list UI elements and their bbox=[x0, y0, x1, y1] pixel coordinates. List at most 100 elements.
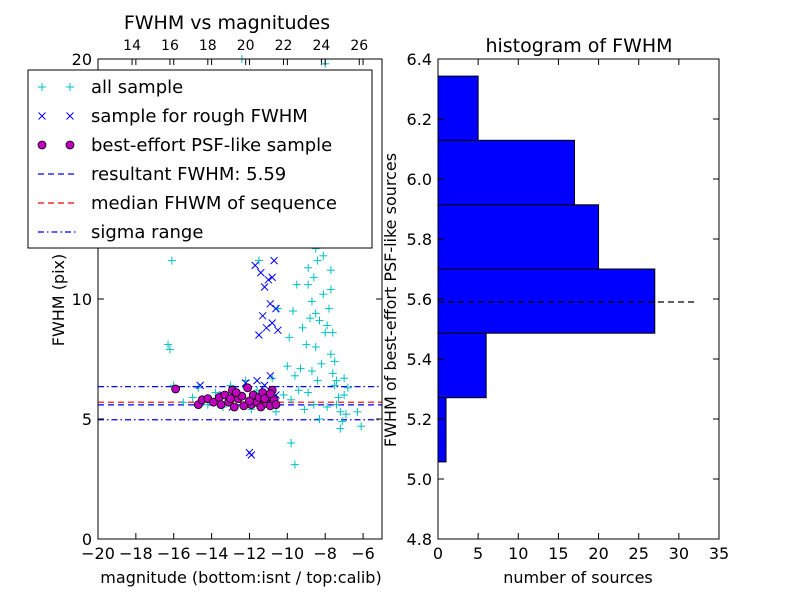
plus-point-19 bbox=[254, 256, 263, 265]
plus-point-31 bbox=[298, 323, 307, 332]
circle-point-30 bbox=[265, 389, 275, 399]
hist-y-tick-label: 5.4 bbox=[407, 350, 432, 369]
plus-point-61 bbox=[330, 381, 339, 390]
legend-entry-4: median FHWM of sequence bbox=[38, 193, 337, 214]
legend-entry-3: resultant FWHM: 5.59 bbox=[38, 164, 286, 185]
plus-point-81 bbox=[287, 395, 296, 404]
hist-y-tick-label: 5.0 bbox=[407, 470, 432, 489]
x-point-17 bbox=[255, 331, 263, 339]
plus-point-74 bbox=[336, 424, 345, 433]
plus-point-35 bbox=[307, 297, 316, 306]
plus-point-29 bbox=[300, 405, 309, 414]
hist-y-tick-label: 5.6 bbox=[407, 290, 432, 309]
circle-point-14 bbox=[243, 383, 252, 393]
plus-point-4 bbox=[179, 398, 188, 407]
x-point-11 bbox=[268, 273, 277, 282]
plus-point-33 bbox=[304, 263, 313, 272]
plus-point-48 bbox=[332, 376, 341, 385]
left-plot-frame bbox=[97, 58, 383, 540]
plus-point-20 bbox=[273, 304, 282, 313]
x-tick-label: −10 bbox=[270, 544, 304, 563]
right-chart: histogram of FWHM 0 5 10 15 20 25 30 35 4.8 5.0 5… bbox=[381, 35, 729, 587]
plus-point-75 bbox=[353, 407, 362, 416]
right-x-axis-ticks: 0 5 10 15 20 25 30 35 bbox=[433, 59, 729, 563]
top-x-tick-label: 16 bbox=[161, 38, 179, 54]
plus-point-49 bbox=[334, 393, 343, 402]
x-point-20 bbox=[260, 381, 269, 390]
left-top-axis-ticks: 14 16 18 20 22 24 26 bbox=[123, 38, 368, 65]
legend-label: best-effort PSF-like sample bbox=[91, 135, 332, 156]
plus-point-89 bbox=[304, 280, 313, 289]
legend-marker-left bbox=[38, 112, 46, 120]
legend-entry-1: sample for rough FWHM bbox=[38, 106, 308, 127]
top-x-tick-label: 18 bbox=[199, 38, 217, 54]
plus-point-83 bbox=[343, 383, 352, 392]
x-point-18 bbox=[266, 371, 275, 380]
legend-marker-right bbox=[66, 112, 74, 120]
histogram-bar-4 bbox=[437, 139, 575, 206]
top-x-tick-label: 22 bbox=[275, 38, 293, 54]
plus-point-76 bbox=[357, 422, 366, 431]
plus-point-24 bbox=[283, 362, 292, 371]
plus-point-21 bbox=[287, 439, 296, 447]
plus-point-88 bbox=[311, 309, 320, 318]
right-plot-frame bbox=[437, 58, 720, 540]
right-x-axis-label: number of sources bbox=[503, 568, 653, 587]
x-point-8 bbox=[260, 283, 269, 291]
plus-point-17 bbox=[271, 407, 280, 416]
plus-point-53 bbox=[342, 410, 351, 419]
x-point-10 bbox=[266, 299, 275, 308]
legend-entry-0: all sample bbox=[38, 77, 183, 98]
plus-point-56 bbox=[311, 343, 320, 351]
series-circle bbox=[171, 383, 281, 412]
plus-point-51 bbox=[338, 417, 347, 426]
legend-marker-right bbox=[66, 83, 74, 91]
plus-point-2 bbox=[165, 345, 174, 354]
hist-y-tick-label: 6.0 bbox=[407, 170, 432, 189]
right-plot-area bbox=[437, 75, 695, 463]
plus-point-0 bbox=[167, 256, 176, 265]
plus-point-66 bbox=[324, 304, 333, 313]
plus-point-46 bbox=[328, 328, 337, 337]
hist-x-tick-label: 15 bbox=[548, 544, 568, 563]
plus-point-1 bbox=[164, 340, 173, 349]
plus-point-72 bbox=[321, 328, 330, 337]
legend-box bbox=[27, 69, 373, 249]
circle-point-29 bbox=[260, 394, 270, 404]
plus-point-63 bbox=[313, 256, 322, 265]
y-tick-label: 10 bbox=[72, 290, 92, 309]
plus-point-67 bbox=[328, 369, 337, 378]
plus-point-28 bbox=[296, 364, 305, 373]
x-point-6 bbox=[253, 376, 261, 385]
x-point-7 bbox=[256, 268, 265, 277]
plus-point-62 bbox=[309, 273, 318, 282]
left-chart: FWHM vs magnitudes 14 16 18 20 22 24 26 −20 −18… bbox=[27, 12, 383, 587]
hist-x-tick-label: 25 bbox=[629, 544, 649, 563]
circle-point-26 bbox=[271, 400, 281, 410]
top-x-tick-label: 14 bbox=[123, 38, 141, 54]
hist-y-tick-label: 6.4 bbox=[407, 50, 432, 69]
x-tick-label: −8 bbox=[313, 544, 337, 563]
plus-point-90 bbox=[326, 266, 335, 275]
plus-point-70 bbox=[313, 376, 322, 385]
left-bottom-axis-ticks: −20 −18 −16 −14 −12 −10 −8 −6 bbox=[81, 59, 375, 563]
plus-point-54 bbox=[304, 388, 313, 397]
legend-marker-right bbox=[65, 140, 75, 150]
x-point-0 bbox=[196, 381, 205, 390]
hist-y-tick-label: 5.2 bbox=[407, 410, 432, 429]
plus-point-58 bbox=[319, 290, 328, 299]
plus-point-47 bbox=[330, 357, 339, 366]
legend-label: sigma range bbox=[91, 222, 203, 243]
circle-point-6 bbox=[216, 400, 226, 410]
plus-point-41 bbox=[319, 251, 328, 260]
circle-point-28 bbox=[245, 396, 254, 406]
x-point-5 bbox=[247, 451, 256, 459]
plus-point-60 bbox=[326, 350, 335, 359]
circle-point-31 bbox=[226, 394, 235, 404]
x-point-23 bbox=[274, 326, 282, 335]
plus-point-73 bbox=[332, 400, 341, 409]
x-tick-label: −12 bbox=[233, 544, 267, 563]
x-point-16 bbox=[268, 319, 277, 327]
right-y-axis-label: FWHM of best-effort PSF-like sources bbox=[381, 153, 400, 447]
